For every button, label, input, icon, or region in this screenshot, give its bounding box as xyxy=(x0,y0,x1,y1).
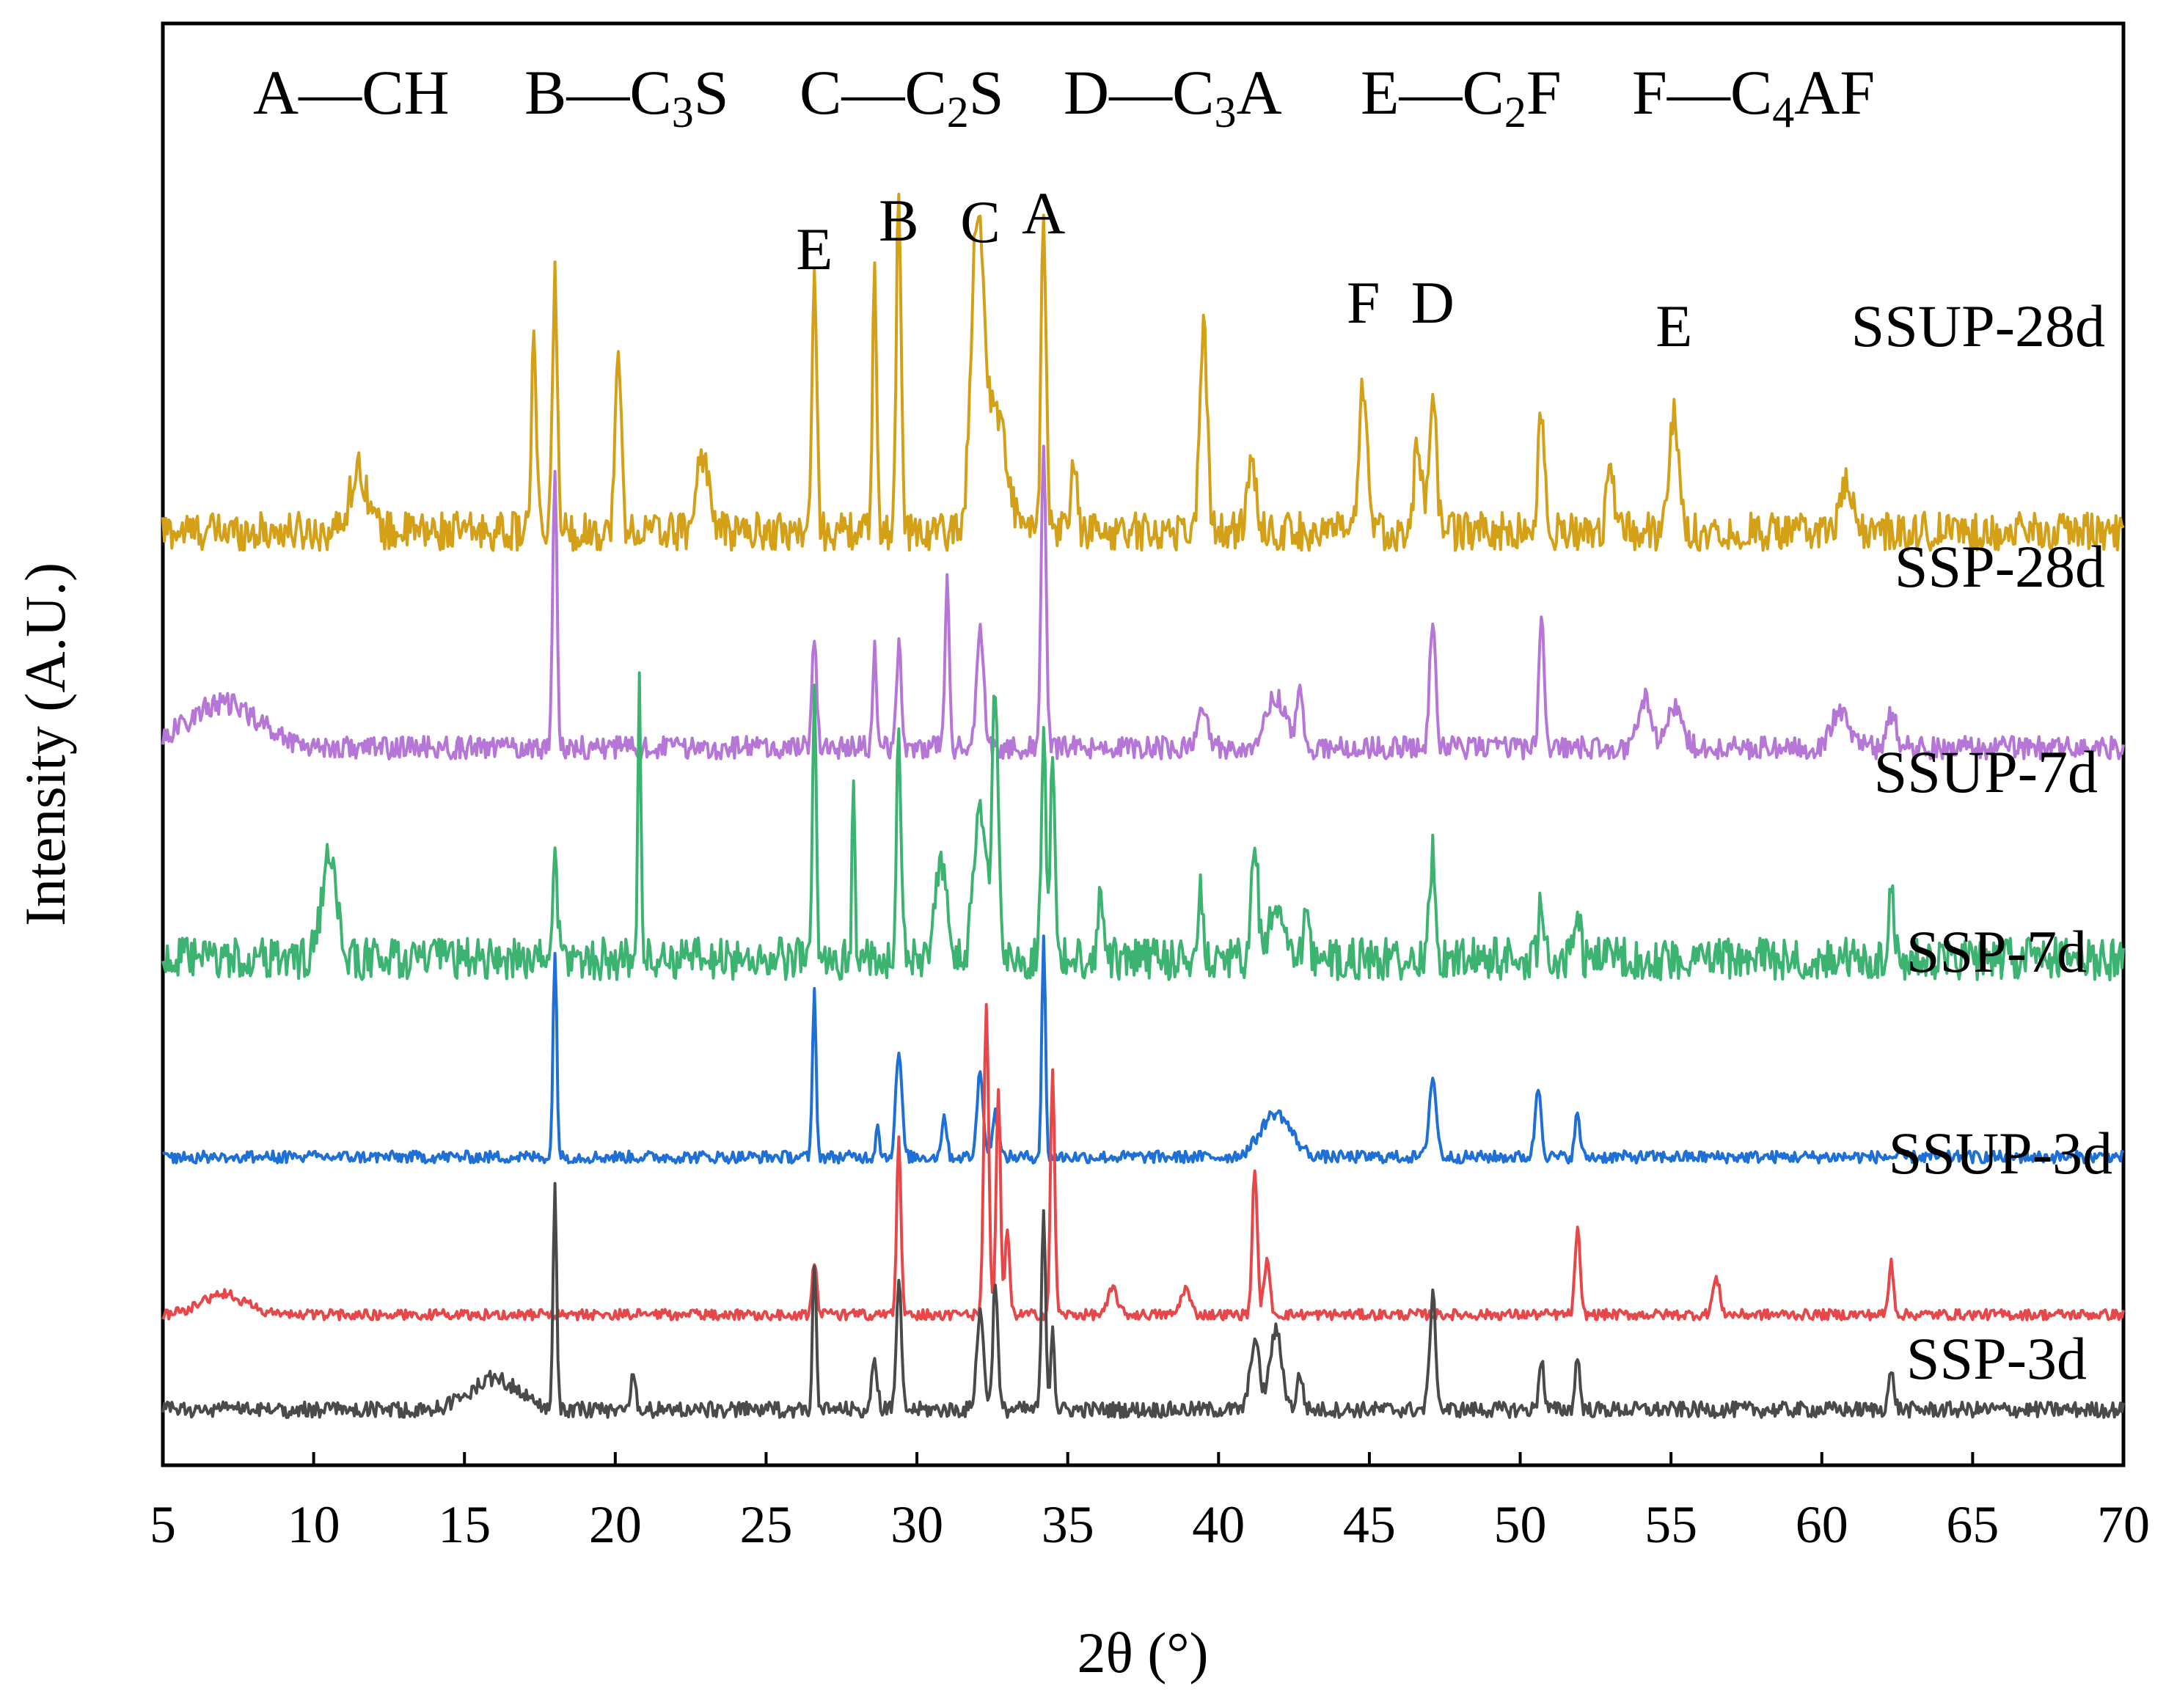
x-axis-title: 2θ (°) xyxy=(1077,1621,1208,1685)
series-line-SSUP-7d xyxy=(161,671,2125,981)
x-tick-label: 45 xyxy=(1343,1495,1396,1554)
peak-label-C: C xyxy=(960,188,1000,255)
x-tick-label: 55 xyxy=(1644,1495,1697,1554)
series-label-SSUP-28d: SSUP-28d xyxy=(1851,293,2105,359)
series-label-SSP-3d: SSP-3d xyxy=(1906,1325,2087,1392)
phase-legend: A—CH B—C3S C—C2S D—C3A E—C2F F—C4AF xyxy=(253,57,1875,136)
legend-entry-A: A—CH xyxy=(253,57,450,128)
series-line-SSUP-3d xyxy=(161,1003,2125,1322)
x-tick-label: 10 xyxy=(288,1495,340,1554)
y-axis-title: Intensity (A.U.) xyxy=(13,562,77,926)
legend-entry-B: B—C3S xyxy=(524,57,729,136)
x-axis-ticks: 5 10 15 20 25 30 35 40 45 50 55 60 65 70 xyxy=(150,1452,2150,1554)
x-tick-label: 15 xyxy=(438,1495,491,1554)
peak-label-D: D xyxy=(1411,269,1455,336)
peak-label-E: E xyxy=(796,216,833,282)
series-line-SSP-3d xyxy=(161,1181,2125,1419)
legend-entry-E: E—C2F xyxy=(1361,57,1562,136)
x-tick-label: 70 xyxy=(2097,1495,2150,1554)
x-tick-label: 40 xyxy=(1192,1495,1245,1554)
x-tick-label: 25 xyxy=(739,1495,792,1554)
x-tick-label: 30 xyxy=(890,1495,943,1554)
series-line-SSP-7d xyxy=(161,934,2125,1165)
x-tick-label: 5 xyxy=(150,1495,176,1554)
series-line-SSUP-28d xyxy=(161,192,2125,552)
peak-annotations: E B C AF D E xyxy=(796,180,1692,359)
series-label-SSP-28d: SSP-28d xyxy=(1895,533,2105,600)
legend-entry-C: C—C2S xyxy=(800,57,1004,136)
x-tick-label: 50 xyxy=(1494,1495,1547,1554)
series-labels: SSUP-28d SSP-28d SSUP-7d SSP-7d SSUP-3d SSP-3… xyxy=(1851,293,2112,1392)
peak-label-E: E xyxy=(1655,293,1692,359)
x-tick-label: 65 xyxy=(1946,1495,1999,1554)
x-tick-label: 60 xyxy=(1796,1495,1848,1554)
x-tick-label: 20 xyxy=(589,1495,642,1554)
series-label-SSUP-7d: SSUP-7d xyxy=(1874,738,2098,805)
peak-label-A: A xyxy=(1022,180,1065,246)
legend-entry-D: D—C3A xyxy=(1064,57,1282,136)
legend-entry-F: F—C4AF xyxy=(1632,57,1875,136)
peak-label-B: B xyxy=(879,187,919,254)
series-layer xyxy=(161,192,2125,1419)
series-line-SSP-28d xyxy=(161,444,2125,760)
series-label-SSP-7d: SSP-7d xyxy=(1906,918,2087,985)
peak-label-F: F xyxy=(1347,269,1380,336)
series-label-SSUP-3d: SSUP-3d xyxy=(1889,1120,2112,1187)
x-tick-label: 35 xyxy=(1042,1495,1094,1554)
